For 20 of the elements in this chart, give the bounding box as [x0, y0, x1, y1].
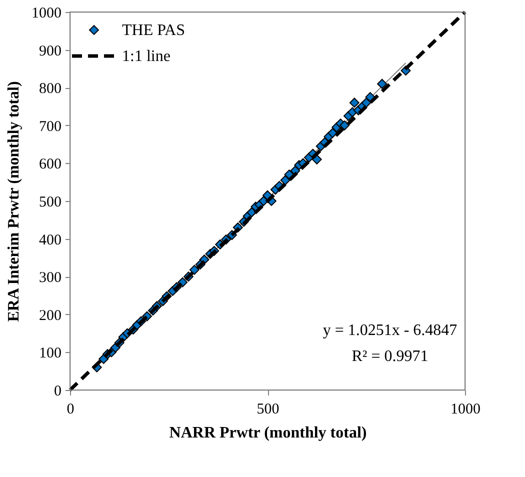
y-tick-label: 900	[39, 43, 62, 60]
y-tick-label: 200	[39, 308, 62, 324]
y-tick-label: 0	[54, 384, 62, 400]
legend-label: 1:1 line	[122, 48, 170, 65]
y-tick-label: 100	[39, 346, 62, 362]
annotation: y = 1.0251x - 6.4847	[322, 322, 458, 339]
y-axis-title: ERA Interim Prwtr (monthly total)	[6, 81, 22, 322]
y-tick-label: 600	[39, 156, 62, 173]
x-axis-title: NARR Prwtr (monthly total)	[169, 424, 367, 442]
legend-label: THE PAS	[122, 22, 185, 39]
y-tick-label: 800	[39, 81, 62, 98]
annotation: R² = 0.9971	[352, 348, 428, 365]
y-tick-label: 1000	[32, 6, 62, 22]
x-tick-label: 500	[256, 402, 280, 418]
y-tick-label: 700	[39, 118, 62, 135]
x-tick-label: 0	[66, 402, 74, 418]
y-tick-label: 300	[39, 270, 62, 286]
y-tick-label: 400	[39, 232, 62, 248]
x-tick-label: 1000	[450, 402, 480, 418]
y-tick-label: 500	[39, 194, 62, 210]
